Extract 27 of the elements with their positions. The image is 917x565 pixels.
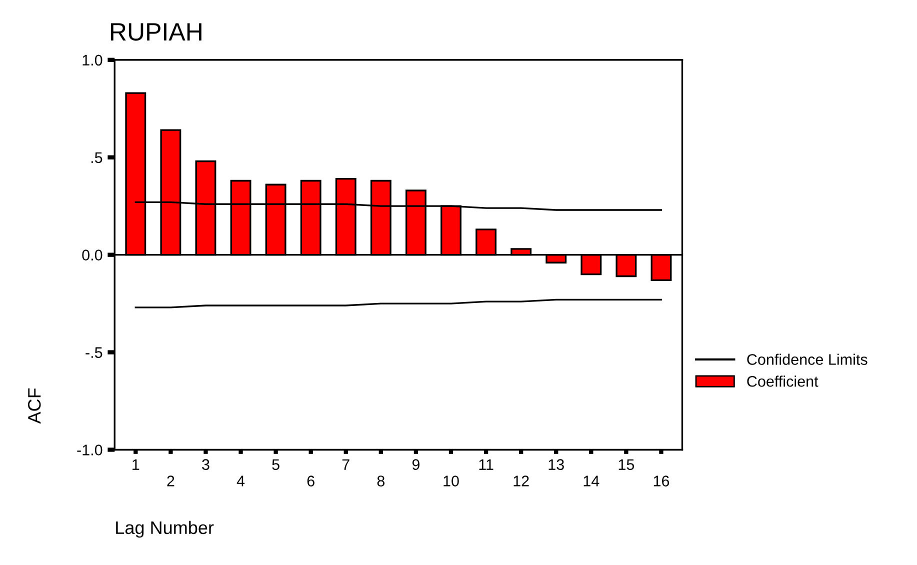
y-tick-label: -1.0 (77, 444, 102, 456)
line-series (134, 298, 662, 308)
y-tick-label: 0.0 (82, 250, 102, 260)
x-tick-label: 9 (412, 459, 420, 470)
x-tick-label: 2 (167, 476, 174, 486)
y-tick-label: -.5 (86, 347, 102, 358)
x-tick-label: 10 (444, 476, 459, 486)
x-tick-label: 7 (342, 459, 350, 470)
x-tick-label: 3 (202, 459, 210, 470)
x-tick-label: 1 (132, 459, 140, 470)
x-tick-label: 12 (514, 476, 529, 486)
x-tick-label: 8 (377, 476, 384, 486)
y-tick-label: .5 (91, 152, 102, 164)
x-axis-title: Lag Number (116, 520, 214, 538)
y-axis-title: ACF (28, 388, 41, 424)
x-tick-label: 11 (479, 459, 494, 470)
legend-label: Confidence Limits (747, 354, 868, 365)
x-tick-label: 5 (272, 459, 280, 470)
x-tick-label: 13 (548, 459, 564, 470)
x-tick-label: 6 (307, 476, 314, 486)
x-tick-label: 4 (236, 476, 245, 486)
y-tick-label: 1.0 (82, 54, 102, 66)
legend-label: Coefficient (747, 376, 818, 387)
chart-title: RUPIAH (111, 23, 202, 41)
x-tick-label: 15 (618, 459, 634, 470)
x-tick-label: 14 (584, 476, 600, 486)
x-tick-label: 16 (654, 476, 670, 486)
